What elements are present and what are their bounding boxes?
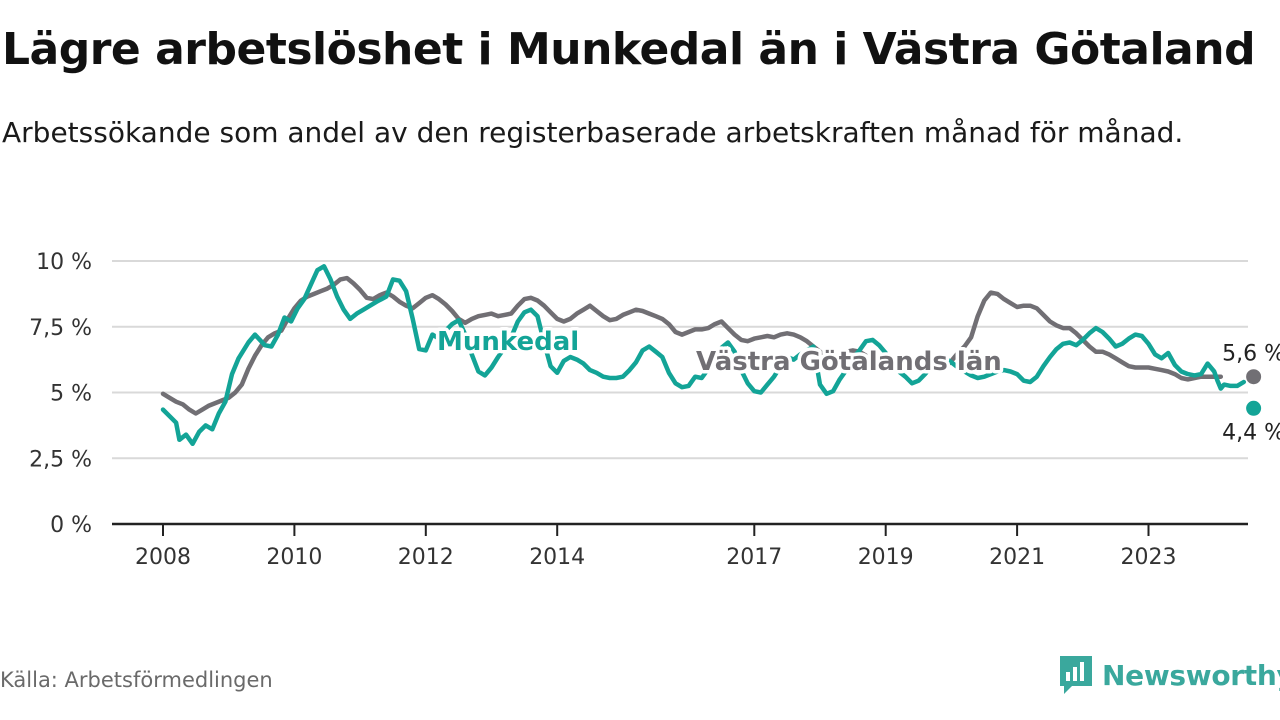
x-tick-label: 2021: [989, 545, 1045, 570]
end-marker-vastra-gotaland: [1246, 369, 1262, 385]
x-tick-label: 2023: [1121, 545, 1177, 570]
x-tick-label: 2008: [135, 545, 191, 570]
series-label-vastra-gotaland: Västra Götalands län: [696, 347, 1002, 377]
brand-name: Newsworthy: [1102, 658, 1280, 692]
chart-subtitle: Arbetssökande som andel av den registerb…: [2, 116, 1184, 149]
x-tick-label: 2017: [726, 545, 782, 570]
y-tick-label: 0 %: [50, 513, 92, 538]
newsworthy-logo-icon: [1060, 656, 1092, 694]
end-label-munkedal: 4,4 %: [1222, 420, 1280, 445]
end-label-vastra-gotaland: 5,6 %: [1222, 342, 1280, 367]
x-tick-label: 2014: [529, 545, 585, 570]
brand-logo[interactable]: Newsworthy: [1058, 654, 1280, 696]
series-label-munkedal: Munkedal: [437, 327, 579, 357]
y-tick-label: 2,5 %: [29, 447, 92, 472]
x-tick-label: 2012: [398, 545, 454, 570]
series-line-vastra-gotaland: [160, 275, 1224, 416]
y-tick-label: 7,5 %: [29, 316, 92, 341]
x-tick-label: 2019: [858, 545, 914, 570]
x-tick-label: 2010: [266, 545, 322, 570]
y-tick-label: 5 %: [50, 382, 92, 407]
chart-title: Lägre arbetslöshet i Munkedal än i Västr…: [2, 24, 1256, 75]
series-line-munkedal: [160, 264, 1247, 447]
source-note: Källa: Arbetsförmedlingen: [0, 668, 273, 692]
y-tick-label: 10 %: [36, 250, 92, 275]
end-marker-munkedal: [1246, 400, 1262, 416]
